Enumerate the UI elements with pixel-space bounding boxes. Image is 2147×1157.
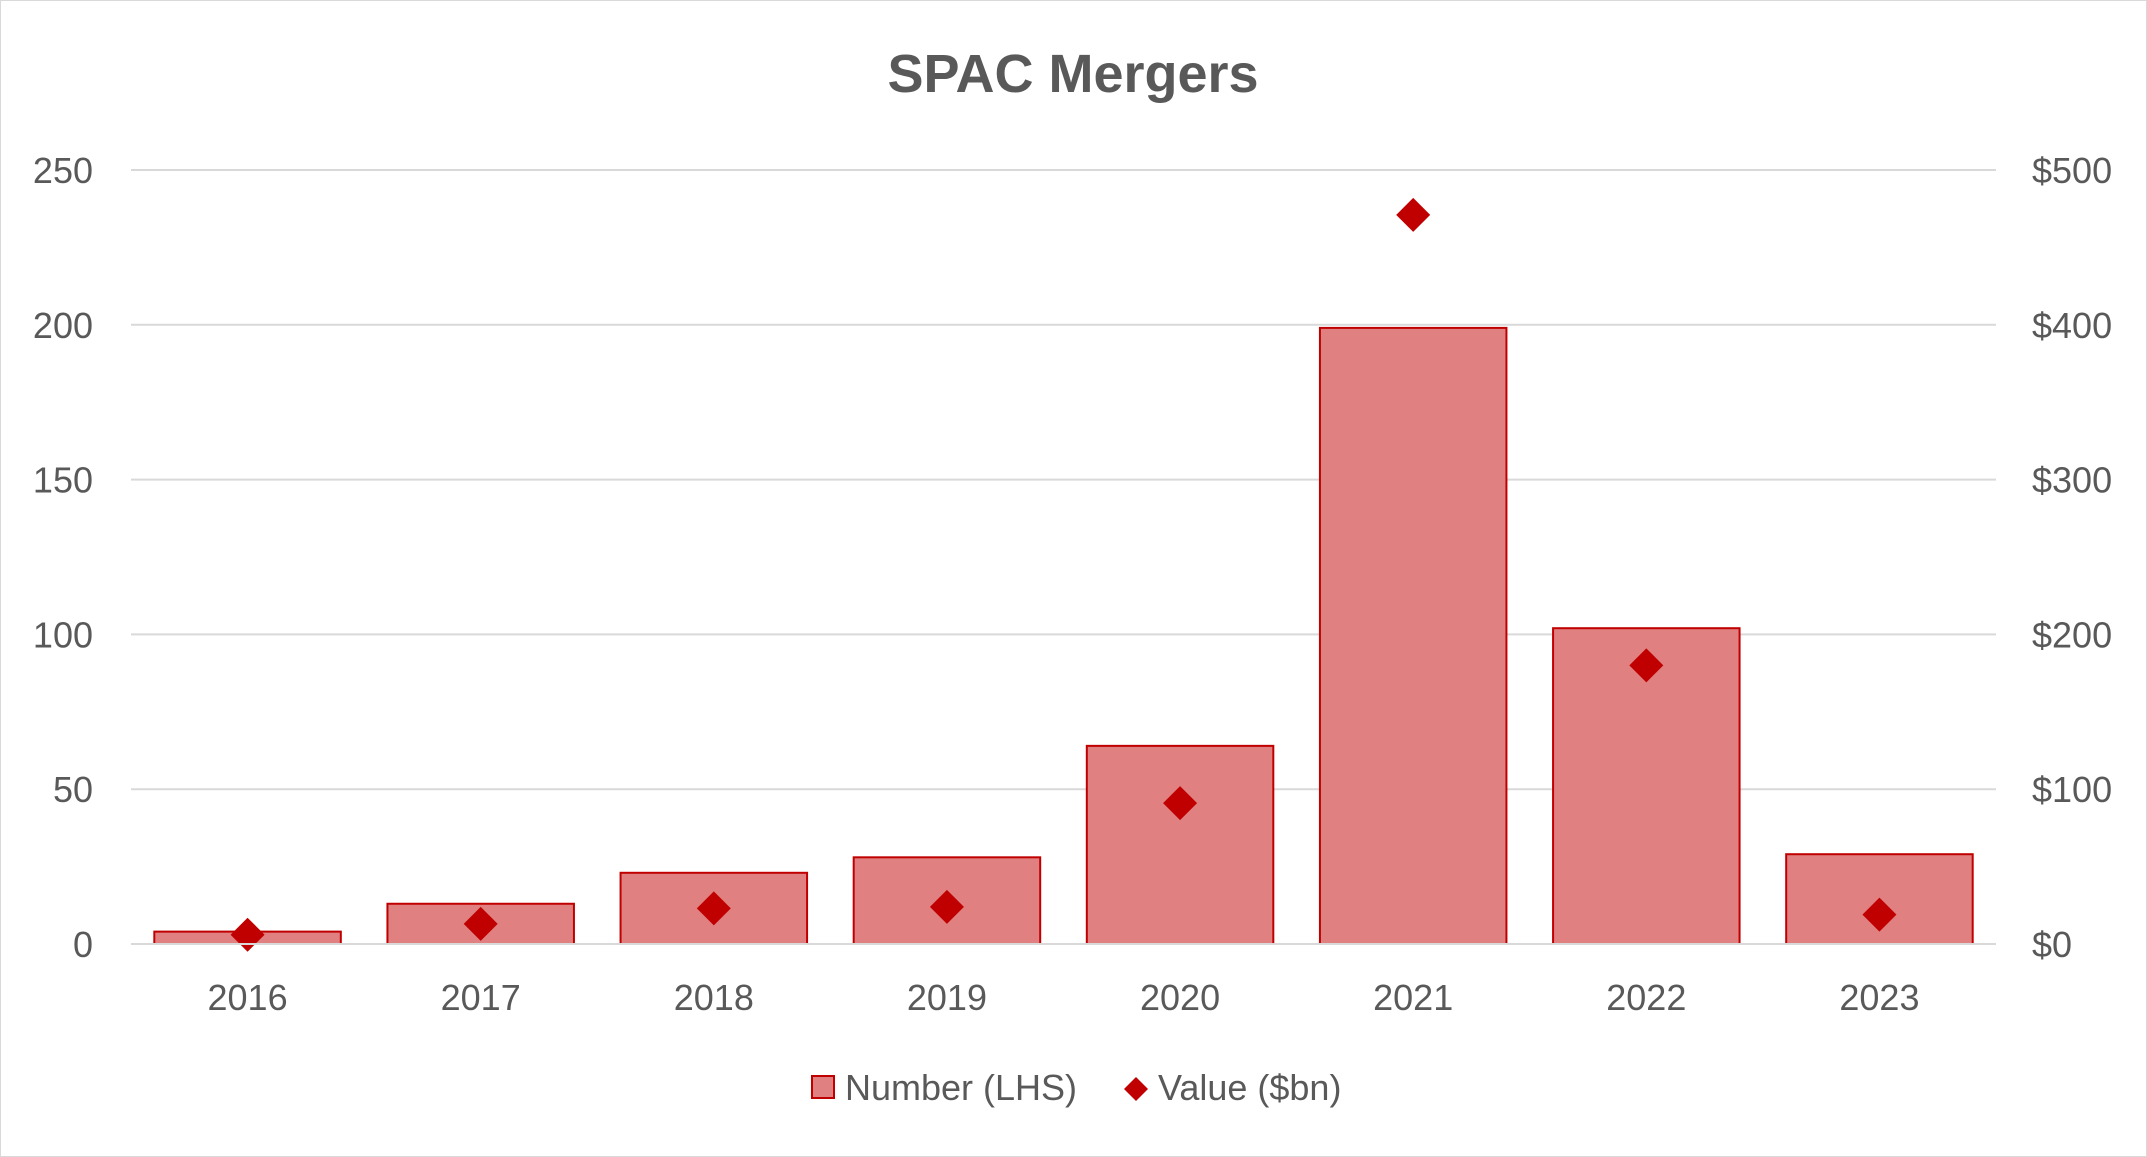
- x-axis-tick-label: 2020: [1140, 977, 1220, 1018]
- left-axis-tick-label: 200: [33, 305, 93, 346]
- x-axis-tick-label: 2017: [441, 977, 521, 1018]
- x-axis-tick-label: 2023: [1839, 977, 1919, 1018]
- right-axis-tick-label: $100: [2032, 769, 2112, 810]
- axes: 0 50 100 150 200 250 $0 $100 $200 $300 $400 $500 201…: [33, 150, 2112, 1018]
- left-axis-tick-label: 50: [53, 769, 93, 810]
- chart-title: SPAC Mergers: [887, 44, 1258, 104]
- legend-label-value: Value ($bn): [1158, 1067, 1341, 1108]
- value-marker: [463, 906, 498, 941]
- bar: [1085, 744, 1275, 946]
- value-marker: [1396, 197, 1431, 232]
- left-axis-tick-label: 100: [33, 614, 93, 655]
- left-axis-tick-label: 250: [33, 150, 93, 191]
- right-axis-tick-label: $300: [2032, 460, 2112, 501]
- legend-label-number: Number (LHS): [845, 1067, 1077, 1108]
- value-marker: [696, 891, 731, 926]
- value-marker: [929, 889, 964, 924]
- value-marker: [1862, 897, 1897, 932]
- value-marker: [1629, 648, 1664, 683]
- right-axis-tick-label: $400: [2032, 305, 2112, 346]
- right-axis-tick-label: $200: [2032, 614, 2112, 655]
- legend: Number (LHS) Value ($bn): [811, 1067, 1341, 1108]
- x-axis-tick-label: 2016: [208, 977, 288, 1018]
- x-axis-tick-label: 2022: [1606, 977, 1686, 1018]
- left-axis-tick-label: 150: [33, 460, 93, 501]
- right-axis-tick-label: $500: [2032, 150, 2112, 191]
- left-axis-tick-label: 0: [73, 924, 93, 965]
- x-axis-tick-label: 2019: [907, 977, 987, 1018]
- right-axis-tick-label: $0: [2032, 924, 2072, 965]
- x-axis-tick-label: 2021: [1373, 977, 1453, 1018]
- legend-swatch-value: [1124, 1077, 1148, 1101]
- bar: [1318, 326, 1508, 945]
- bar-series: [153, 326, 1974, 946]
- legend-swatch-number: [811, 1075, 835, 1099]
- value-marker: [1163, 786, 1198, 821]
- x-axis-tick-label: 2018: [674, 977, 754, 1018]
